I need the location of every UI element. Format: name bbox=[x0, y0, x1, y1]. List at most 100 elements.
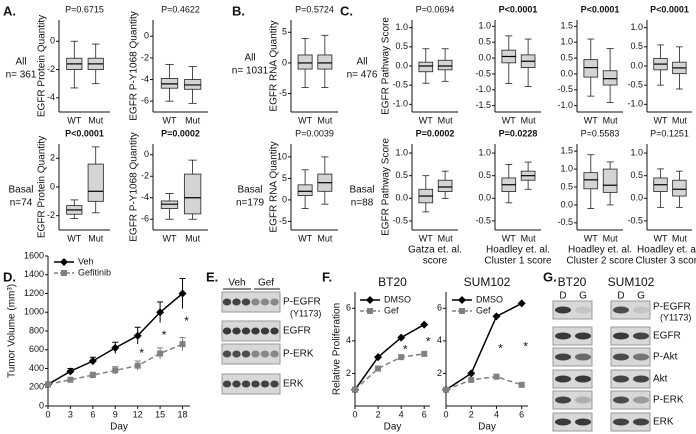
significance-mark: * bbox=[523, 339, 528, 353]
legend-label: Gef bbox=[384, 305, 399, 315]
y-tick-label: 5 bbox=[282, 173, 287, 183]
column-label: Gatza et. al. bbox=[408, 245, 462, 256]
row-label: All bbox=[356, 57, 367, 68]
blot-band bbox=[555, 353, 571, 361]
blot-band bbox=[633, 332, 649, 340]
x-axis-label: Day bbox=[478, 422, 496, 433]
marker bbox=[398, 354, 405, 361]
blot-band bbox=[232, 350, 241, 358]
p-value: P<0.0001 bbox=[65, 128, 104, 138]
legend-marker bbox=[458, 296, 466, 304]
significance-mark: * bbox=[139, 346, 144, 360]
p-value: P<0.0001 bbox=[499, 4, 538, 14]
legend-marker bbox=[367, 308, 373, 314]
y-tick-label: -1.5 bbox=[475, 100, 491, 110]
panel-label: G. bbox=[543, 269, 557, 284]
box bbox=[437, 59, 453, 71]
y-tick-label: 2 bbox=[437, 368, 442, 378]
blot-band bbox=[222, 298, 232, 306]
y-tick-label: 200 bbox=[29, 382, 44, 392]
chart-title: SUM102 bbox=[464, 275, 511, 289]
blot-band bbox=[222, 327, 232, 335]
panel-label: A. bbox=[3, 3, 16, 18]
x-axis-label: Day bbox=[384, 422, 402, 433]
y-tick-label: -6 bbox=[141, 96, 149, 106]
legend-marker bbox=[366, 296, 374, 304]
p-value: P<0.0001 bbox=[650, 4, 689, 14]
blot-band bbox=[613, 353, 629, 361]
x-tick-label: WT bbox=[654, 233, 668, 243]
y-tick-label: 0.5 bbox=[560, 52, 573, 62]
y-tick-label: -0.5 bbox=[392, 215, 408, 225]
column-label: Cluster 1 score bbox=[484, 256, 552, 267]
x-tick-label: WT bbox=[67, 115, 81, 125]
panel-label: E. bbox=[206, 269, 218, 284]
blot-band bbox=[575, 353, 591, 361]
y-tick-label: -4 bbox=[141, 192, 149, 202]
blot bbox=[552, 369, 593, 389]
y-tick-label: 1.0 bbox=[395, 22, 408, 32]
y-tick-label: -0.5 bbox=[392, 80, 408, 90]
x-tick-label: 18 bbox=[178, 409, 188, 419]
x-tick-label: WT bbox=[67, 233, 81, 243]
x-tick-label: 0 bbox=[352, 409, 357, 419]
y-tick-label: 1600 bbox=[24, 250, 44, 260]
y-axis-label: EGFR RNA Quantity bbox=[269, 20, 280, 111]
group-label: Veh bbox=[228, 278, 245, 289]
x-tick-label: 2 bbox=[469, 409, 474, 419]
x-tick-label: 9 bbox=[113, 409, 118, 419]
blot-band bbox=[222, 380, 232, 388]
y-axis-label: EGFR Pathway Score bbox=[381, 138, 392, 236]
x-tick-label: Mut bbox=[438, 233, 454, 243]
blot-band bbox=[260, 350, 270, 358]
y-tick-label: -0.5 bbox=[557, 217, 573, 227]
blot bbox=[221, 343, 281, 365]
marker bbox=[421, 350, 428, 357]
marker bbox=[89, 372, 96, 379]
marker bbox=[468, 376, 475, 383]
y-tick-label: 0.5 bbox=[560, 181, 573, 191]
panel-label: C. bbox=[340, 3, 353, 18]
blot-band bbox=[575, 418, 591, 426]
marker bbox=[397, 333, 406, 342]
chart-title: BT20 bbox=[378, 275, 407, 289]
blot bbox=[610, 390, 651, 410]
marker bbox=[133, 331, 142, 340]
p-value: P=0.0039 bbox=[295, 128, 334, 138]
y-tick-label: -6 bbox=[141, 214, 149, 224]
box bbox=[297, 54, 313, 70]
p-value: P=0.0228 bbox=[499, 128, 538, 138]
p-value: P=0.1251 bbox=[650, 128, 689, 138]
row-label: Basal bbox=[8, 185, 33, 196]
y-axis-label: EGFR P-Y1068 Quantity bbox=[129, 132, 140, 242]
group-label: Gef bbox=[258, 278, 274, 289]
box bbox=[602, 70, 618, 86]
y-axis-label: EGFR Pathway Score bbox=[381, 17, 392, 115]
y-tick-label: -0.5 bbox=[627, 80, 643, 90]
x-axis-label: Day bbox=[110, 422, 128, 433]
x-tick-label: 2 bbox=[376, 409, 381, 419]
x-tick-label: 4 bbox=[494, 409, 499, 419]
y-tick-label: -1.0 bbox=[627, 99, 643, 109]
y-tick-label: -1.0 bbox=[392, 99, 408, 109]
y-axis-label: EGFR Protein Quantity bbox=[37, 15, 48, 117]
marker bbox=[134, 362, 141, 369]
x-tick-label: WT bbox=[584, 115, 598, 125]
y-tick-label: 4 bbox=[437, 335, 442, 345]
x-tick-label: WT bbox=[298, 233, 312, 243]
x-tick-label: Mut bbox=[672, 115, 688, 125]
x-tick-label: 6 bbox=[90, 409, 95, 419]
x-tick-label: WT bbox=[419, 233, 433, 243]
p-value: P=0.5724 bbox=[295, 4, 334, 14]
series-line bbox=[354, 323, 425, 391]
blot-band bbox=[555, 306, 571, 314]
blot-band bbox=[575, 332, 591, 340]
marker bbox=[518, 381, 525, 388]
marker bbox=[157, 350, 164, 357]
y-tick-label: -1.0 bbox=[475, 84, 491, 94]
column-label: Hoadley et. al. bbox=[486, 245, 550, 256]
blot-band bbox=[575, 375, 591, 383]
y-tick-label: 1.0 bbox=[630, 22, 643, 32]
blot-band bbox=[555, 332, 571, 340]
x-tick-label: 0 bbox=[443, 409, 448, 419]
